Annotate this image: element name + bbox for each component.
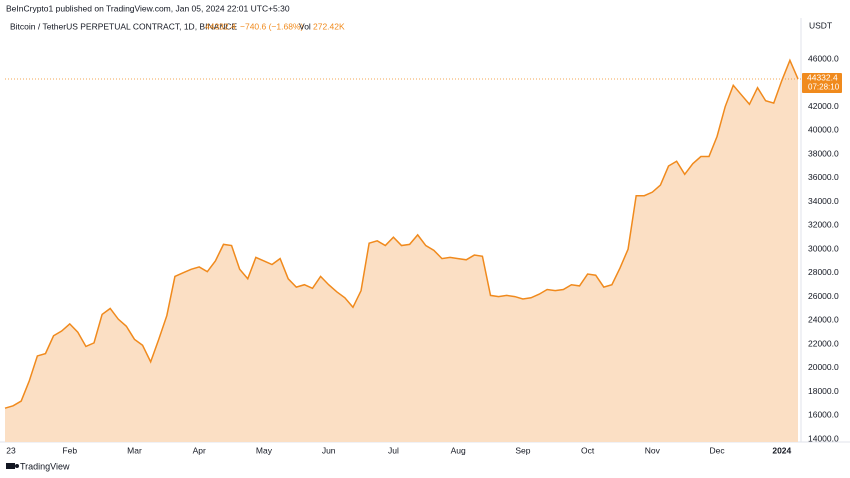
y-tick-label: 36000.0 xyxy=(808,172,839,182)
volume: 272.42K xyxy=(313,21,345,31)
y-tick-label: 14000.0 xyxy=(808,433,839,443)
x-tick-label: Dec xyxy=(710,445,726,455)
y-tick-label: 28000.0 xyxy=(808,267,839,277)
y-tick-label: 26000.0 xyxy=(808,291,839,301)
x-tick-label: Oct xyxy=(581,445,595,455)
x-tick-label: Apr xyxy=(193,445,206,455)
x-tick-label: Jul xyxy=(388,445,399,455)
x-tick-label: Jun xyxy=(322,445,336,455)
x-tick-label: Mar xyxy=(127,445,142,455)
line xyxy=(4,58,799,409)
brand: TradingView xyxy=(20,461,70,471)
y-tick-label: 42000.0 xyxy=(808,101,839,111)
x-tick-label: Feb xyxy=(62,445,77,455)
y-tick-label: 40000.0 xyxy=(808,125,839,135)
symbol: Bitcoin / TetherUS PERPETUAL CONTRACT, 1… xyxy=(10,21,238,31)
price-tag xyxy=(802,72,842,93)
last-price: 44332.4 xyxy=(205,21,236,31)
x-tick-label: Sep xyxy=(515,445,530,455)
y-tick-label: 30000.0 xyxy=(808,243,839,253)
y-tick-label: 18000.0 xyxy=(808,386,839,396)
x-tick-label: May xyxy=(256,445,273,455)
y-tick-label: 32000.0 xyxy=(808,220,839,230)
y-tick-label: 22000.0 xyxy=(808,338,839,348)
published-note: BeInCrypto1 published on TradingView.com… xyxy=(6,3,290,13)
y-tick-label: 24000.0 xyxy=(808,315,839,325)
x-tick-label: 23 xyxy=(6,445,16,455)
y-tick-label: 16000.0 xyxy=(808,410,839,420)
price-tag-value: 44332.4 xyxy=(807,73,838,83)
y-tick-label: 38000.0 xyxy=(808,148,839,158)
currency: USDT xyxy=(809,20,832,30)
y-tick-label: 20000.0 xyxy=(808,362,839,372)
x-tick-label: 2024 xyxy=(772,445,791,455)
area xyxy=(5,60,798,443)
price-change: −740.6 (−1.68%) xyxy=(240,21,303,31)
x-tick-label: Aug xyxy=(451,445,466,455)
y-tick-label: 34000.0 xyxy=(808,196,839,206)
price-tag-countdown: 07:28:10 xyxy=(808,83,840,92)
y-tick-label: 46000.0 xyxy=(808,53,839,63)
x-tick-label: Nov xyxy=(645,445,661,455)
brand-logo xyxy=(6,463,19,469)
volume-label: Vol xyxy=(299,21,311,31)
